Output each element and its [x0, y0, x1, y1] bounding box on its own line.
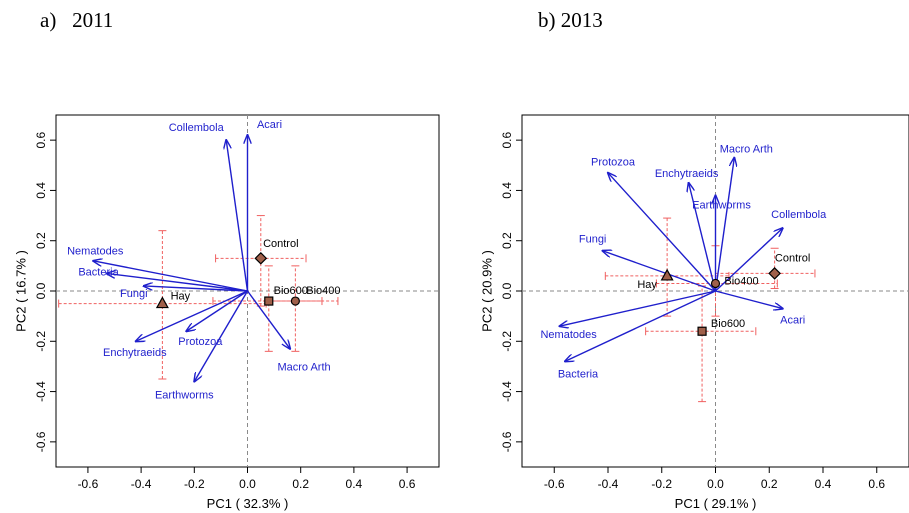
panel-a-x-tick-label: -0.4	[131, 477, 152, 491]
panel-b-marker-control	[768, 267, 781, 280]
panel-a-y-tick-label: -0.6	[34, 431, 48, 452]
panel-b-vector-enchytraeids	[689, 183, 717, 292]
panel-a-y-tick-label: 0.6	[34, 131, 48, 148]
panel-a-marker-bio600	[264, 296, 274, 306]
panel-b-vector-label-macro-arth: Macro Arth	[720, 144, 773, 156]
panel-b-x-tick-label: -0.6	[544, 477, 565, 491]
panel-b-vector-collembola	[715, 228, 783, 292]
panel-b-x-tick-label: 0.6	[868, 477, 885, 491]
panel-a-marker-control	[254, 251, 268, 265]
panel-a-y-tick-label: 0.2	[34, 232, 48, 249]
panel-a-vector-earthworms	[194, 290, 249, 382]
panel-a-y-tick-label: 0.4	[34, 182, 48, 199]
panel-a-x-axis-label: PC1 ( 32.3% )	[207, 496, 289, 511]
panel-a-marker-bio400	[290, 296, 300, 306]
panel-b-y-tick-label: 0.2	[500, 232, 514, 249]
panel-a-vector-label-enchytraeids: Enchytraeids	[103, 347, 167, 359]
panel-a-treatment-label-hay: Hay	[171, 290, 191, 302]
panel-b-marker-hay	[660, 268, 674, 281]
panel-b-vector-label-protozoa: Protozoa	[591, 157, 636, 169]
panel-b-treatment-label-control: Control	[775, 252, 810, 264]
panel-a-vector-label-nematodes: Nematodes	[67, 246, 124, 258]
panel-b-x-axis-label: PC1 ( 29.1% )	[675, 496, 757, 511]
panel-b-vector-acari	[715, 290, 783, 309]
panel-a-x-tick-label: 0.2	[292, 477, 309, 491]
panel-a-vector-label-protozoa: Protozoa	[178, 336, 223, 348]
panel-b-vector-nematodes	[560, 290, 716, 326]
panel-b-x-tick-label: -0.2	[651, 477, 672, 491]
panel-b-vector-protozoa	[608, 173, 717, 292]
panel-a-x-tick-label: 0.0	[239, 477, 256, 491]
panel-a-vector-label-fungi: Fungi	[120, 288, 148, 300]
panel-a-y-axis-label: PC2 ( 16.7% )	[13, 250, 28, 332]
panel-a-vector-label-macro-arth: Macro Arth	[277, 362, 330, 374]
panel-b-vector-fungi	[603, 251, 716, 292]
panel-a-vector-label-earthworms: Earthworms	[155, 389, 214, 401]
panel-a-marker-hay	[155, 296, 169, 309]
panel-b-y-tick-label: -0.2	[500, 331, 514, 352]
panel-b-vector-label-acari: Acari	[780, 315, 805, 327]
panel-b-y-tick-label: 0.0	[500, 282, 514, 299]
panel-b-vector-label-nematodes: Nematodes	[540, 329, 597, 341]
panel-b-vector-bacteria	[565, 290, 716, 361]
panel-a-vector-protozoa	[186, 290, 248, 331]
panel-b-treatment-label-bio400: Bio400	[724, 275, 758, 287]
panel-a-vector-bacteria	[107, 273, 248, 292]
panel-a-x-tick-label: -0.6	[78, 477, 99, 491]
panel-b-y-tick-label: 0.4	[500, 182, 514, 199]
panel-b-marker-bio600	[697, 326, 707, 336]
panel-a-treatment-label-bio400: Bio400	[306, 285, 340, 297]
panel-b-x-tick-label: 0.2	[761, 477, 778, 491]
panel-b-vector-label-fungi: Fungi	[579, 234, 607, 246]
panel-a-vector-label-collembola: Collembola	[169, 122, 225, 134]
panel-b-vector-label-bacteria: Bacteria	[558, 368, 599, 380]
panel-b-year: 2013	[560, 8, 603, 32]
panel-a-y-tick-label: 0.0	[34, 282, 48, 299]
panel-b-vector-label-enchytraeids: Enchytraeids	[655, 168, 719, 180]
panel-b-vector-label-earthworms: Earthworms	[692, 199, 751, 211]
panel-a-vector-enchytraeids	[136, 290, 248, 341]
panel-a-treatment-label-bio600: Bio600	[274, 285, 308, 297]
panel-a-letter: a)	[40, 8, 57, 32]
panel-a-x-tick-label: -0.2	[184, 477, 205, 491]
panel-a-vector-fungi	[144, 286, 248, 292]
panel-a-x-tick-label: 0.6	[399, 477, 416, 491]
panel-a-treatment-label-control: Control	[263, 238, 298, 250]
panel-b-y-axis-label: PC2 ( 20.9% )	[479, 250, 494, 332]
panel-a-title: a) 2011	[40, 8, 113, 33]
panel-b-y-tick-label: -0.4	[500, 381, 514, 402]
panel-a-y-tick-label: -0.4	[34, 381, 48, 402]
panel-b-vector-macro-arth	[714, 158, 735, 292]
panel-a-vector-nematodes	[93, 261, 248, 292]
panel-b-treatment-label-bio600: Bio600	[711, 318, 745, 330]
panel-b-marker-bio400	[710, 278, 721, 289]
panel-b-x-tick-label: -0.4	[598, 477, 619, 491]
panel-b-letter: b)	[538, 8, 556, 32]
panel-b-treatment-label-hay: Hay	[637, 279, 657, 291]
panel-b-title: b) 2013	[538, 8, 603, 33]
panel-a-vector-label-acari: Acari	[257, 119, 282, 131]
panel-b-x-tick-label: 0.4	[815, 477, 832, 491]
panel-b-y-tick-label: -0.6	[500, 431, 514, 452]
panel-a-year: 2011	[72, 8, 114, 32]
panel-a-vector-collembola	[226, 140, 249, 292]
panel-a-x-tick-label: 0.4	[346, 477, 363, 491]
panel-b-x-tick-label: 0.0	[707, 477, 724, 491]
panel-b-vector-label-collembola: Collembola	[771, 209, 827, 221]
panel-a-y-tick-label: -0.2	[34, 331, 48, 352]
panel-b-y-tick-label: 0.6	[500, 131, 514, 148]
panel-a-vector-label-bacteria: Bacteria	[78, 266, 119, 278]
panel-a-vector-macro-arth	[246, 290, 291, 349]
